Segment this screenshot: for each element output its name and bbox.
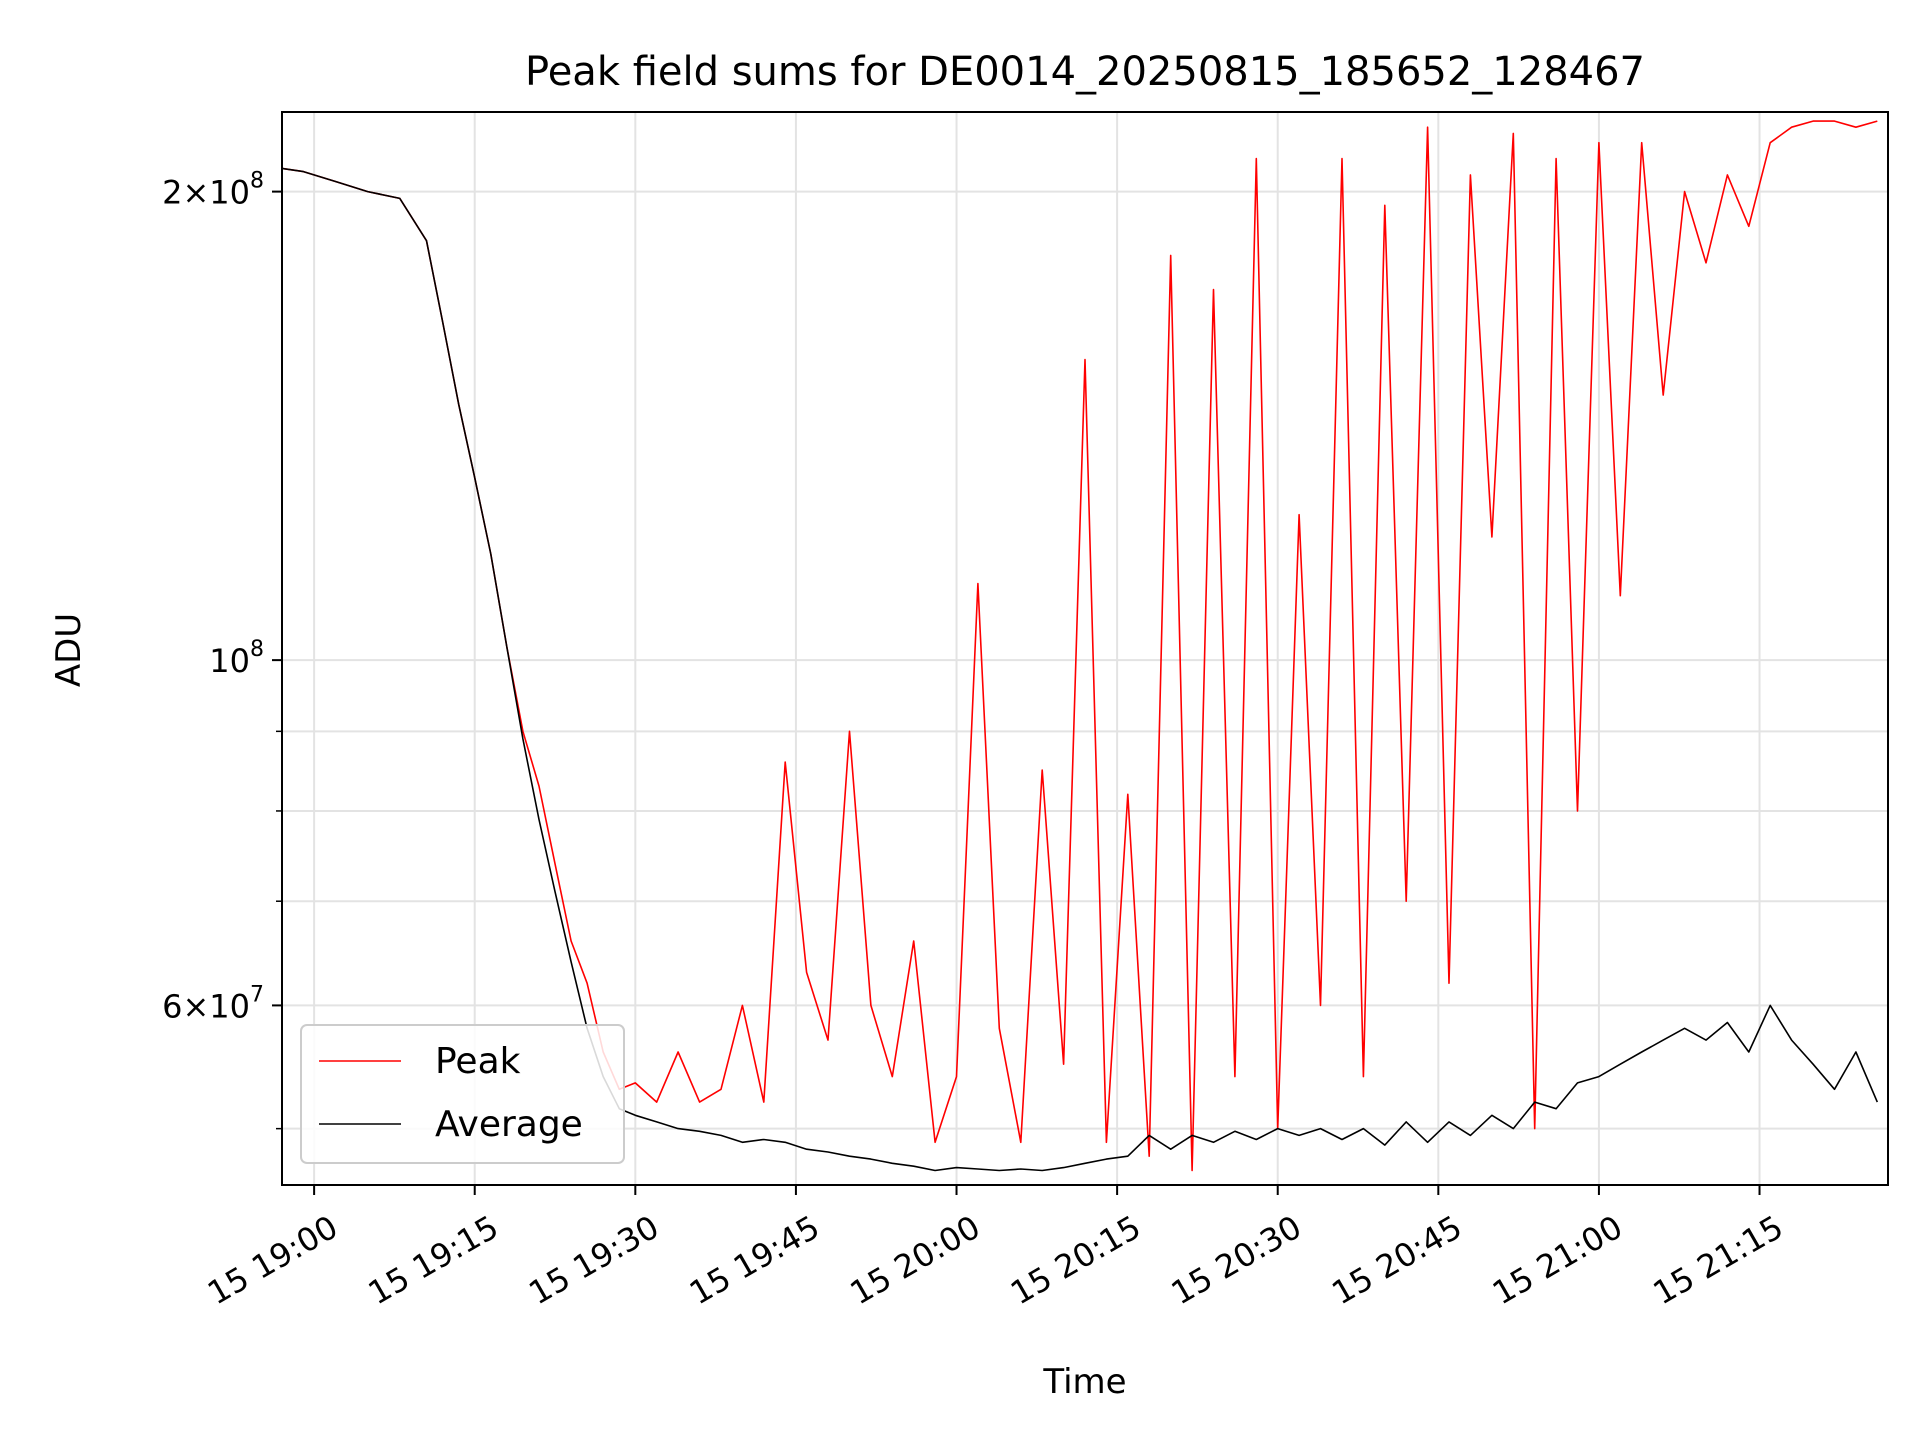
- legend-label-peak: Peak: [435, 1041, 521, 1082]
- legend-label-average: Average: [435, 1104, 583, 1145]
- y-tick-label: 6×107: [162, 982, 264, 1025]
- series-line-peak: [281, 120, 1878, 1172]
- chart-title: Peak field sums for DE0014_20250815_1856…: [525, 49, 1645, 95]
- grid: [282, 112, 1888, 1185]
- legend-box: [300, 1024, 625, 1164]
- legend: Peak Average: [300, 1024, 625, 1164]
- plot-frame: [281, 111, 1889, 1186]
- series-lines: [281, 120, 1879, 1172]
- y-axis-label: ADU: [49, 613, 89, 687]
- axes: [281, 111, 1889, 1186]
- x-axis-label: Time: [1042, 1362, 1126, 1402]
- y-tick-label: 2×108: [162, 169, 264, 212]
- series-line-average: [281, 167, 1879, 1172]
- y-tick-label: 108: [209, 637, 264, 680]
